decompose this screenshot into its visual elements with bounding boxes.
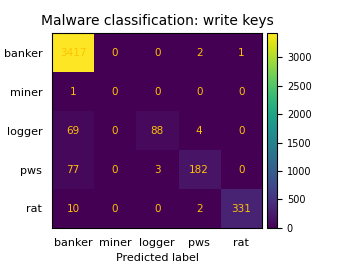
Text: 0: 0 bbox=[154, 87, 160, 97]
Text: 4: 4 bbox=[196, 126, 203, 136]
Text: 0: 0 bbox=[112, 48, 118, 58]
Text: 1: 1 bbox=[238, 48, 245, 58]
Text: 331: 331 bbox=[231, 203, 251, 214]
X-axis label: Predicted label: Predicted label bbox=[116, 253, 199, 263]
Text: 182: 182 bbox=[189, 165, 209, 175]
Text: 2: 2 bbox=[196, 203, 203, 214]
Text: 3417: 3417 bbox=[60, 48, 86, 58]
Title: Malware classification: write keys: Malware classification: write keys bbox=[41, 14, 273, 28]
Text: 1: 1 bbox=[70, 87, 76, 97]
Text: 0: 0 bbox=[238, 165, 245, 175]
Text: 77: 77 bbox=[66, 165, 80, 175]
Text: 0: 0 bbox=[238, 126, 245, 136]
Text: 0: 0 bbox=[154, 48, 160, 58]
Text: 3: 3 bbox=[154, 165, 160, 175]
Text: 0: 0 bbox=[112, 126, 118, 136]
Text: 0: 0 bbox=[112, 203, 118, 214]
Text: 0: 0 bbox=[112, 165, 118, 175]
Text: 69: 69 bbox=[66, 126, 80, 136]
Text: 2: 2 bbox=[196, 48, 203, 58]
Text: 88: 88 bbox=[151, 126, 164, 136]
Text: 0: 0 bbox=[238, 87, 245, 97]
Text: 10: 10 bbox=[67, 203, 80, 214]
Text: 0: 0 bbox=[112, 87, 118, 97]
Text: 0: 0 bbox=[154, 203, 160, 214]
Text: 0: 0 bbox=[196, 87, 202, 97]
